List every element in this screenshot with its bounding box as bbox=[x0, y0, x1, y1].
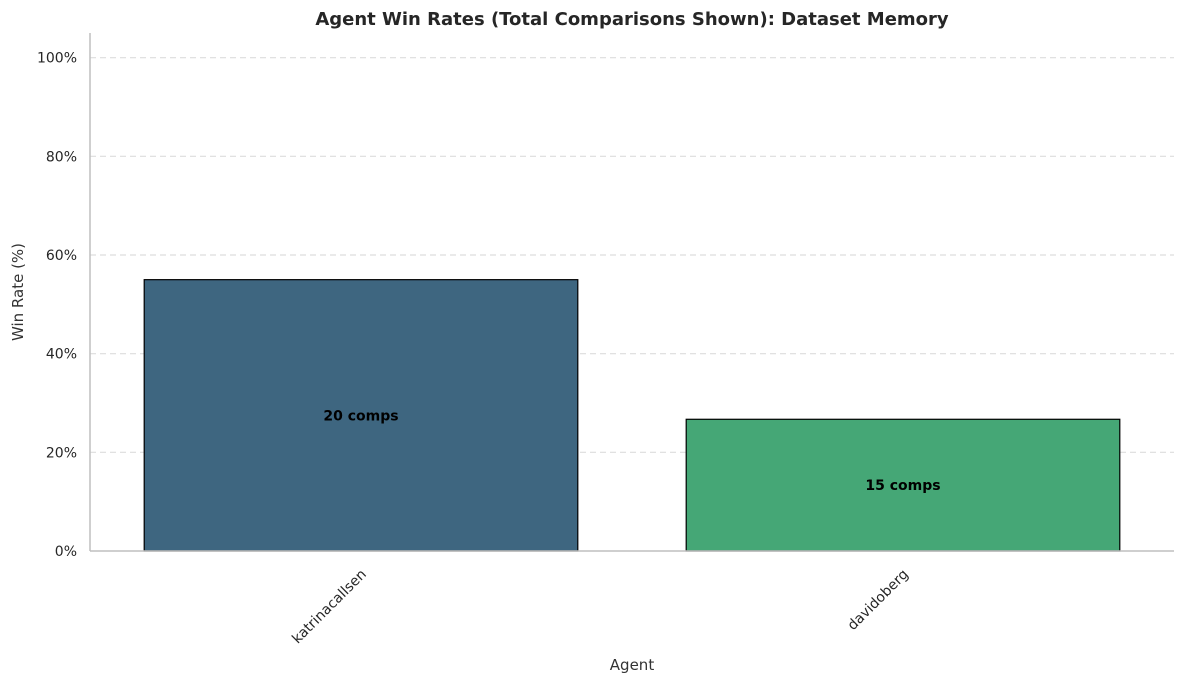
y-tick-label: 0% bbox=[55, 544, 77, 560]
bar-davidoberg bbox=[685, 418, 1121, 552]
x-tick-label: katrinacallsen bbox=[289, 567, 370, 648]
x-tick-label: davidoberg bbox=[845, 567, 912, 634]
bar-labels: 20 comps 15 comps bbox=[323, 408, 940, 494]
bar-katrinacallsen bbox=[143, 279, 579, 552]
y-tick-label: 20% bbox=[46, 445, 77, 461]
y-tick-label: 40% bbox=[46, 347, 77, 363]
x-axis-ticks: katrinacallsen davidoberg bbox=[289, 567, 912, 648]
bar-label: 15 comps bbox=[865, 478, 940, 494]
y-axis-label: Win Rate (%) bbox=[9, 243, 27, 341]
bars bbox=[143, 279, 1121, 552]
y-tick-label: 100% bbox=[37, 51, 77, 67]
y-tick-label: 60% bbox=[46, 248, 77, 264]
y-tick-label: 80% bbox=[46, 149, 77, 165]
bar-label: 20 comps bbox=[323, 408, 398, 424]
chart-title: Agent Win Rates (Total Comparisons Shown… bbox=[315, 9, 949, 30]
x-axis-label: Agent bbox=[610, 656, 655, 674]
y-axis-ticks: 0% 20% 40% 60% 80% 100% bbox=[37, 51, 77, 560]
